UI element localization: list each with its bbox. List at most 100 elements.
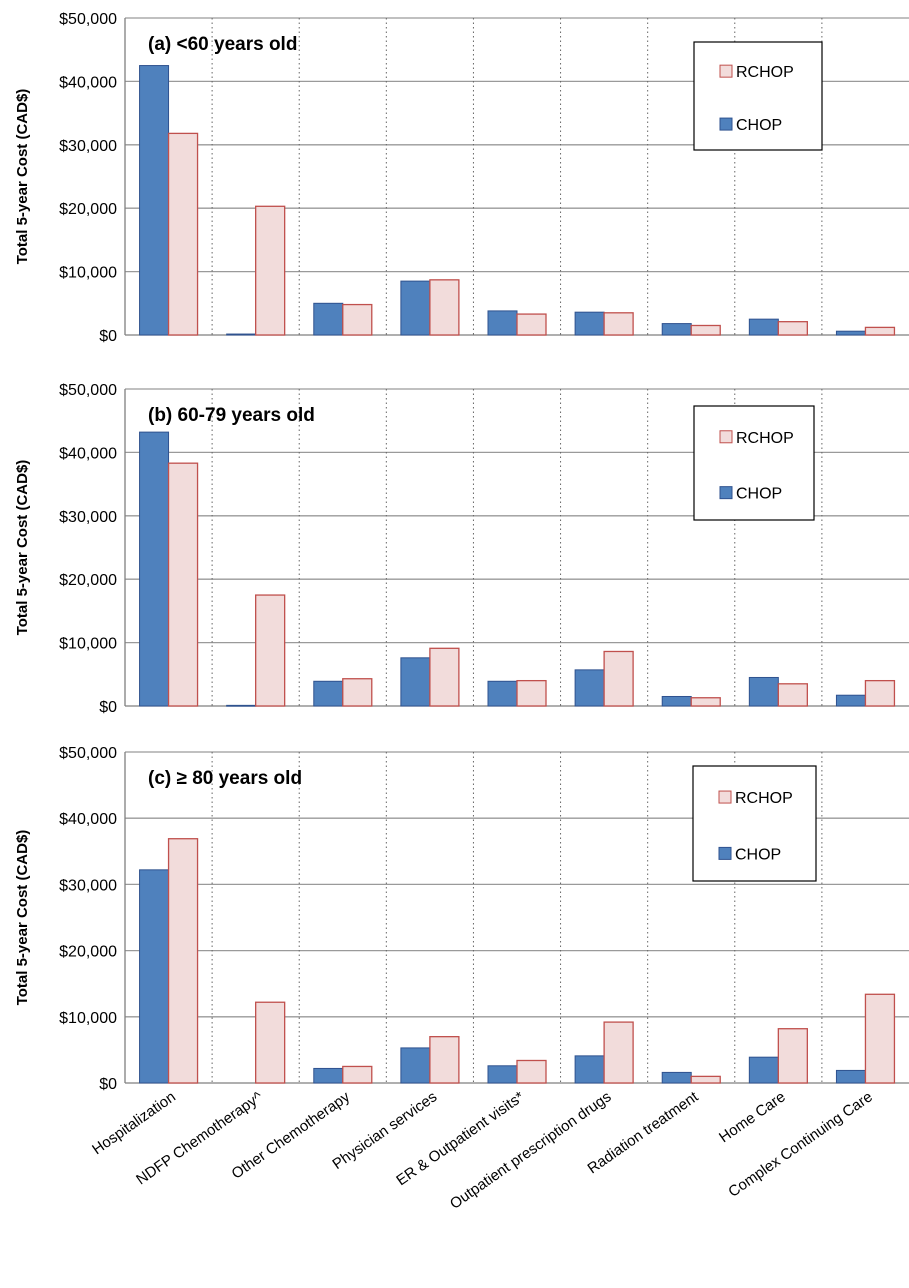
bar-rchop [777,683,808,707]
bar-rchop [777,1028,808,1084]
bar-chop [661,1071,692,1084]
bar-rchop [167,132,199,336]
bar-rchop [429,1036,460,1084]
bar-chop [313,680,344,707]
legend-label: RCHOP [735,790,793,807]
bar-rchop [690,697,721,707]
legend-swatch [719,64,733,78]
bar-rchop [255,205,286,336]
y-tick-label: $10,000 [59,265,117,282]
legend: RCHOP CHOP [693,41,823,151]
legend-swatch [719,117,733,131]
bar-chop [139,869,170,1084]
x-category-label: Hospitalization [89,1088,179,1158]
legend-swatch [719,486,733,500]
bar-chop [400,280,431,336]
bar-chop [574,1055,605,1084]
bar-rchop [864,679,896,707]
bar-chop [835,1069,866,1084]
bar-chop [661,323,692,336]
bar-chop [748,1056,779,1084]
legend-swatch [719,430,733,444]
bar-rchop [603,650,634,707]
y-tick-label: $20,000 [59,201,117,218]
bar-rchop [603,312,634,336]
bar-rchop [516,679,547,707]
bar-chop [313,1067,344,1084]
bar-rchop [690,324,721,336]
bar-rchop [342,1065,373,1084]
y-tick-label: $50,000 [59,745,117,762]
legend-swatch [718,790,732,804]
bar-rchop [167,838,199,1084]
bar-rchop [429,647,460,707]
y-tick-label: $20,000 [59,944,117,961]
bar-chop [661,695,692,707]
bar-chop [400,657,431,707]
bar-chop [835,330,866,336]
legend-box [692,765,817,882]
bar-rchop [864,326,896,336]
y-axis-label: Total 5-year Cost (CAD$) [14,89,31,265]
bar-rchop [690,1075,721,1084]
bar-chop [313,302,344,336]
bar-rchop [342,303,373,336]
y-tick-label: $40,000 [59,811,117,828]
chart-panel: $0 $10,000 $20,000 $30,000 $40,000 $50,000 Tot… [14,745,909,1093]
bar-rchop [255,1001,286,1084]
x-category-label: Home Care [716,1088,789,1146]
y-tick-label: $20,000 [59,572,117,589]
bar-rchop [603,1021,634,1084]
legend-label: RCHOP [736,430,794,447]
bar-rchop [342,678,373,707]
bar-rchop [255,594,286,707]
legend-box [693,405,815,521]
chart-panel: $0 $10,000 $20,000 $30,000 $40,000 $50,000 Tot… [14,11,909,345]
legend: RCHOP CHOP [693,405,815,521]
legend-swatch [718,846,732,860]
bar-chop [487,1065,518,1084]
bar-rchop [864,993,896,1084]
y-axis-label: Total 5-year Cost (CAD$) [14,460,31,636]
y-tick-label: $30,000 [59,877,117,894]
bar-rchop [516,1059,547,1084]
y-tick-label: $30,000 [59,509,117,526]
legend: RCHOP CHOP [692,765,817,882]
y-tick-label: $0 [99,699,117,716]
bar-chop [226,704,257,707]
panel-title: (a) <60 years old [148,34,297,55]
bar-chop [226,333,257,336]
bar-chop [574,669,605,707]
bar-chop [835,694,866,707]
x-category-label: Complex Continuing Care [725,1088,875,1200]
y-tick-label: $50,000 [59,11,117,28]
legend-label: RCHOP [736,64,794,81]
bar-rchop [777,321,808,336]
bar-rchop [429,279,460,336]
y-tick-label: $0 [99,328,117,345]
y-tick-label: $30,000 [59,138,117,155]
y-tick-label: $10,000 [59,636,117,653]
bar-chop [748,318,779,336]
bar-chop [400,1047,431,1084]
bar-chop [574,311,605,336]
bar-chop [487,680,518,707]
bar-chop [139,65,170,336]
y-tick-label: $0 [99,1076,117,1093]
bar-rchop [167,462,199,707]
y-tick-label: $40,000 [59,445,117,462]
bar-chop [487,310,518,336]
y-axis-label: Total 5-year Cost (CAD$) [14,830,31,1006]
panel-title: (c) ≥ 80 years old [148,768,302,789]
bar-rchop [516,313,547,336]
y-tick-label: $40,000 [59,74,117,91]
chart-panel: $0 $10,000 $20,000 $30,000 $40,000 $50,000 Tot… [14,382,909,716]
bar-chop [139,431,170,707]
panel-title: (b) 60-79 years old [148,405,315,426]
legend-label: CHOP [736,117,782,134]
legend-box [693,41,823,151]
bar-chop [748,676,779,707]
legend-label: CHOP [735,846,781,863]
